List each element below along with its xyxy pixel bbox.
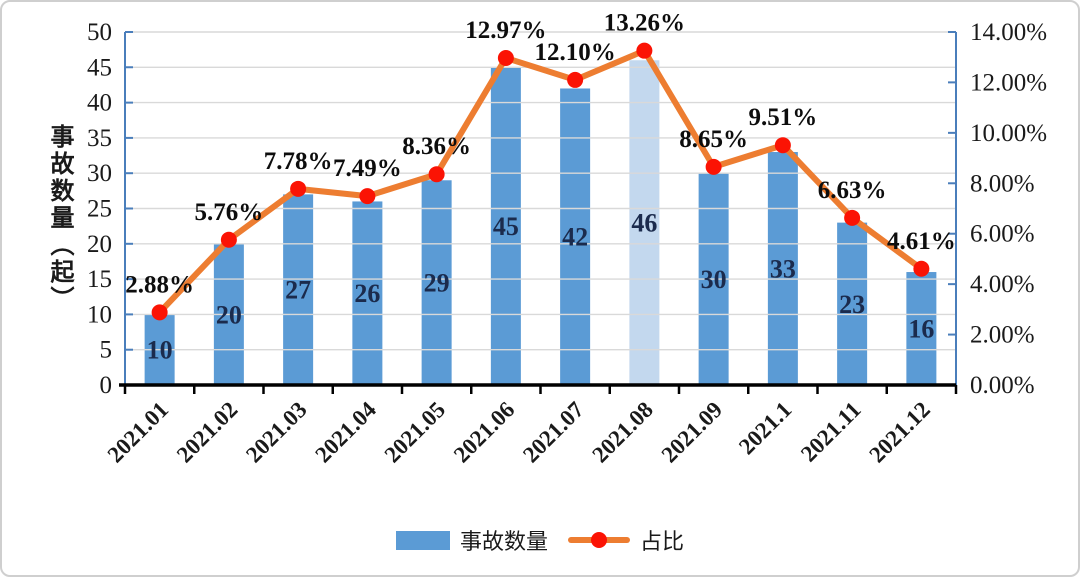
- bar-value-label: 16: [908, 315, 934, 344]
- x-tick-label: 2021.01: [103, 397, 174, 468]
- x-tick-label: 2021.07: [518, 397, 589, 468]
- left-axis-title: 事故数量（起）: [46, 124, 72, 313]
- data-point: [636, 42, 653, 59]
- y2-tick-label: 10.00%: [970, 120, 1047, 147]
- y-tick-label: 0: [100, 372, 113, 399]
- bar-value-label: 45: [493, 212, 519, 241]
- bar: [490, 67, 521, 386]
- y-tick-label: 25: [87, 196, 112, 223]
- percent-label: 7.49%: [333, 155, 402, 182]
- y2-tick-label: 6.00%: [970, 221, 1035, 248]
- x-tick-label: 2021.04: [310, 397, 381, 468]
- percent-label: 9.51%: [749, 104, 818, 131]
- data-point: [844, 209, 861, 226]
- data-point: [774, 137, 791, 154]
- data-point: [220, 231, 237, 248]
- percent-label: 12.10%: [535, 39, 616, 66]
- x-tick-label: 2021.02: [172, 397, 243, 468]
- bar-value-label: 30: [701, 265, 727, 294]
- y-tick-label: 15: [87, 266, 112, 293]
- data-point: [567, 71, 584, 88]
- bar: [767, 152, 798, 385]
- data-point: [913, 260, 930, 277]
- y-tick-label: 45: [87, 54, 112, 81]
- percent-label: 2.88%: [125, 271, 194, 298]
- y-tick-label: 10: [87, 301, 112, 328]
- y2-tick-label: 12.00%: [970, 69, 1047, 96]
- bar: [906, 272, 937, 385]
- data-point: [359, 188, 376, 205]
- data-point: [151, 304, 168, 321]
- bar: [629, 60, 660, 386]
- y-tick-label: 20: [87, 231, 112, 258]
- data-point: [290, 180, 307, 197]
- x-tick-label: 2021.06: [449, 397, 520, 468]
- percent-label: 8.65%: [679, 126, 748, 153]
- bar-value-label: 46: [631, 209, 657, 238]
- y-tick-label: 30: [87, 160, 112, 187]
- percent-label: 12.97%: [465, 17, 546, 44]
- y2-tick-label: 4.00%: [970, 271, 1035, 298]
- legend-label-accidents: 事故数量: [459, 529, 548, 554]
- legend: 事故数量 占比: [2, 524, 1078, 556]
- bar-value-label: 33: [770, 255, 796, 284]
- x-tick-label: 2021.03: [241, 397, 312, 468]
- percent-label: 7.78%: [264, 148, 333, 175]
- data-point: [497, 49, 514, 66]
- percent-label: 13.26%: [604, 10, 685, 37]
- y2-tick-label: 8.00%: [970, 170, 1035, 197]
- y-tick-label: 40: [87, 90, 112, 117]
- y2-tick-label: 0.00%: [970, 372, 1035, 399]
- x-tick-label: 2021.08: [587, 397, 658, 468]
- bar-value-label: 23: [839, 290, 865, 319]
- bar-value-label: 29: [424, 269, 450, 298]
- y2-tick-label: 2.00%: [970, 322, 1035, 349]
- bar: [421, 180, 452, 385]
- bar-value-label: 20: [216, 300, 242, 329]
- bar-value-label: 42: [562, 223, 588, 252]
- legend-label-ratio: 占比: [640, 529, 685, 554]
- bar: [352, 201, 383, 385]
- y-tick-label: 50: [87, 19, 112, 46]
- percent-label: 6.63%: [818, 177, 887, 204]
- y-tick-label: 35: [87, 125, 112, 152]
- x-tick-label: 2021.1: [734, 397, 796, 459]
- legend-line-swatch: [568, 530, 630, 550]
- y2-tick-label: 14.00%: [970, 19, 1047, 46]
- percent-label: 4.61%: [887, 228, 956, 255]
- x-tick-label: 2021.09: [657, 397, 728, 468]
- legend-marker-dot: [591, 532, 607, 548]
- data-point: [428, 166, 445, 183]
- data-point: [705, 158, 722, 175]
- bar: [837, 222, 868, 385]
- percent-label: 5.76%: [195, 199, 264, 226]
- x-tick-label: 2021.05: [380, 397, 451, 468]
- x-tick-label: 2021.11: [796, 397, 866, 467]
- legend-bar-swatch: [395, 530, 450, 550]
- bar: [283, 194, 314, 385]
- percent-label: 8.36%: [402, 133, 471, 160]
- bar-value-label: 26: [354, 279, 380, 308]
- x-tick-label: 2021.12: [864, 397, 935, 468]
- y-tick-label: 5: [100, 337, 113, 364]
- trend-line: [156, 47, 925, 316]
- bar-value-label: 27: [285, 276, 311, 305]
- bar-value-label: 10: [147, 336, 173, 365]
